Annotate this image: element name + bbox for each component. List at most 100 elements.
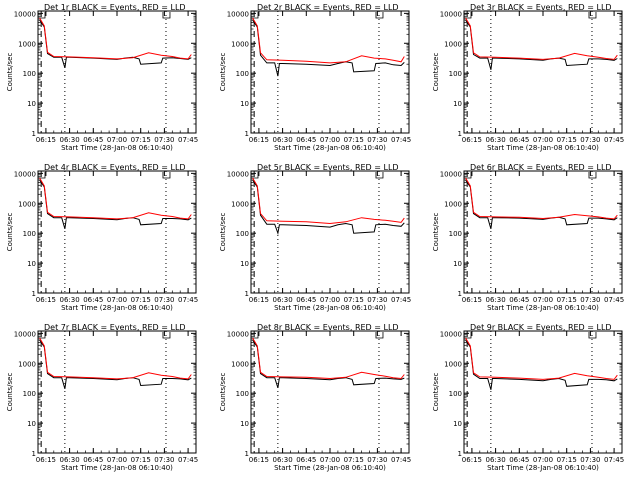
time-bracket-marker	[375, 172, 384, 179]
time-bracket-marker	[162, 332, 171, 339]
plot-frame	[250, 330, 410, 454]
y-tick-label: 100	[23, 230, 36, 238]
x-tick-label: 06:15	[249, 136, 269, 144]
panel-title: Det 9r BLACK = Events, RED = LLD	[470, 323, 612, 332]
x-tick-label: 06:45	[509, 456, 529, 464]
y-tick-label: 10000	[14, 170, 36, 178]
y-axis-label: Counts/sec	[432, 373, 440, 412]
time-bracket-marker	[37, 172, 46, 179]
x-tick-label: 06:30	[273, 456, 293, 464]
y-tick-label: 1	[245, 290, 249, 298]
x-tick-label: 06:15	[462, 296, 482, 304]
x-tick-label: 06:15	[36, 456, 56, 464]
x-tick-label: 06:45	[296, 136, 316, 144]
x-tick-label: 07:45	[178, 136, 198, 144]
x-axis-label: Start Time (28-Jan-08 06:10:40)	[274, 464, 386, 472]
x-tick-label: 07:00	[533, 296, 553, 304]
time-bracket-marker	[588, 332, 597, 339]
x-tick-label: 06:30	[486, 296, 506, 304]
y-axis-label: Counts/sec	[6, 373, 14, 412]
y-tick-label: 10000	[227, 330, 249, 338]
x-tick-label: 07:15	[557, 456, 577, 464]
time-bracket-marker	[162, 12, 171, 19]
y-tick-label: 1	[245, 450, 249, 458]
chart-panel-8: Det 8r BLACK = Events, RED = LLD 1 10 100 10…	[219, 323, 411, 472]
x-tick-label: 06:30	[60, 456, 80, 464]
y-tick-label: 100	[236, 230, 249, 238]
events-series-line	[465, 339, 618, 390]
y-tick-label: 100	[23, 70, 36, 78]
x-axis-label: Start Time (28-Jan-08 06:10:40)	[61, 464, 173, 472]
y-tick-label: 1000	[444, 360, 462, 368]
chart-panel-4: Det 4r BLACK = Events, RED = LLD 1 10 100 10…	[6, 163, 198, 312]
y-tick-label: 1	[32, 290, 36, 298]
y-axis-label: Counts/sec	[219, 53, 227, 92]
x-tick-label: 07:00	[107, 136, 127, 144]
x-tick-label: 07:30	[580, 136, 600, 144]
events-series-line	[465, 179, 618, 229]
time-bracket-marker	[463, 12, 472, 19]
chart-panel-6: Det 6r BLACK = Events, RED = LLD 1 10 100 10…	[432, 163, 624, 312]
x-tick-label: 07:30	[154, 296, 174, 304]
x-tick-label: 06:15	[36, 136, 56, 144]
y-tick-label: 1000	[444, 40, 462, 48]
y-tick-label: 10	[240, 420, 249, 428]
x-tick-label: 07:15	[557, 296, 577, 304]
y-tick-label: 1000	[231, 200, 249, 208]
x-tick-label: 07:15	[131, 456, 151, 464]
x-tick-label: 07:00	[533, 456, 553, 464]
events-series-line	[252, 19, 405, 77]
x-tick-label: 07:00	[533, 136, 553, 144]
chart-panel-7: Det 7r BLACK = Events, RED = LLD 1 10 100 10…	[6, 323, 198, 472]
x-tick-label: 07:30	[580, 296, 600, 304]
plot-frame	[463, 330, 623, 454]
x-tick-label: 06:45	[83, 296, 103, 304]
plot-frame	[463, 170, 623, 294]
x-tick-label: 07:45	[604, 136, 624, 144]
x-axis-label: Start Time (28-Jan-08 06:10:40)	[487, 144, 599, 152]
time-bracket-marker	[588, 172, 597, 179]
time-bracket-marker	[37, 332, 46, 339]
y-tick-label: 100	[23, 390, 36, 398]
y-tick-label: 1000	[18, 360, 36, 368]
events-series-line	[39, 339, 192, 389]
y-tick-label: 100	[236, 70, 249, 78]
time-bracket-marker	[375, 12, 384, 19]
time-bracket-marker	[463, 332, 472, 339]
x-tick-label: 06:45	[509, 296, 529, 304]
x-tick-label: 06:30	[273, 296, 293, 304]
plot-frame	[250, 10, 410, 134]
chart-panel-1: Det 1r BLACK = Events, RED = LLD 1 10 100 10…	[6, 3, 198, 152]
x-tick-label: 07:15	[131, 136, 151, 144]
y-tick-label: 10000	[14, 330, 36, 338]
x-tick-label: 07:30	[154, 456, 174, 464]
x-tick-label: 07:45	[604, 296, 624, 304]
y-tick-label: 1	[458, 130, 462, 138]
y-tick-label: 100	[449, 230, 462, 238]
y-tick-label: 10	[453, 100, 462, 108]
x-tick-label: 06:45	[296, 456, 316, 464]
x-tick-label: 07:45	[178, 296, 198, 304]
time-bracket-marker	[375, 332, 384, 339]
panel-title: Det 1r BLACK = Events, RED = LLD	[44, 3, 186, 12]
lld-series-line	[39, 17, 192, 60]
panel-title: Det 5r BLACK = Events, RED = LLD	[257, 163, 399, 172]
time-bracket-marker	[37, 12, 46, 19]
x-tick-label: 07:15	[344, 296, 364, 304]
x-tick-label: 06:15	[36, 296, 56, 304]
x-tick-label: 07:30	[367, 296, 387, 304]
y-axis-label: Counts/sec	[219, 373, 227, 412]
x-tick-label: 06:30	[273, 136, 293, 144]
x-tick-label: 06:15	[462, 456, 482, 464]
x-axis-label: Start Time (28-Jan-08 06:10:40)	[487, 304, 599, 312]
panel-title: Det 4r BLACK = Events, RED = LLD	[44, 163, 186, 172]
time-bracket-marker	[250, 12, 259, 19]
x-tick-label: 07:30	[367, 136, 387, 144]
lld-series-line	[39, 177, 192, 220]
y-tick-label: 10000	[14, 10, 36, 18]
x-tick-label: 06:45	[296, 296, 316, 304]
x-tick-label: 07:45	[391, 456, 411, 464]
y-tick-label: 1	[245, 130, 249, 138]
y-tick-label: 10	[240, 100, 249, 108]
y-tick-label: 1	[458, 450, 462, 458]
